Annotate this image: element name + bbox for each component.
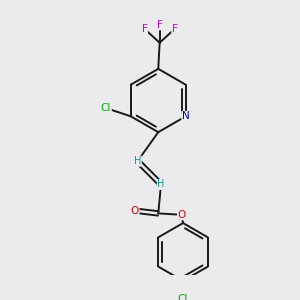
- Text: F: F: [172, 24, 178, 34]
- Text: H: H: [134, 156, 141, 166]
- Text: H: H: [157, 179, 165, 190]
- Text: Cl: Cl: [101, 103, 111, 113]
- Text: O: O: [178, 210, 186, 220]
- Text: F: F: [157, 20, 163, 30]
- Text: O: O: [131, 206, 139, 216]
- Text: Cl: Cl: [178, 294, 188, 300]
- Text: N: N: [182, 111, 190, 121]
- Text: F: F: [142, 24, 147, 34]
